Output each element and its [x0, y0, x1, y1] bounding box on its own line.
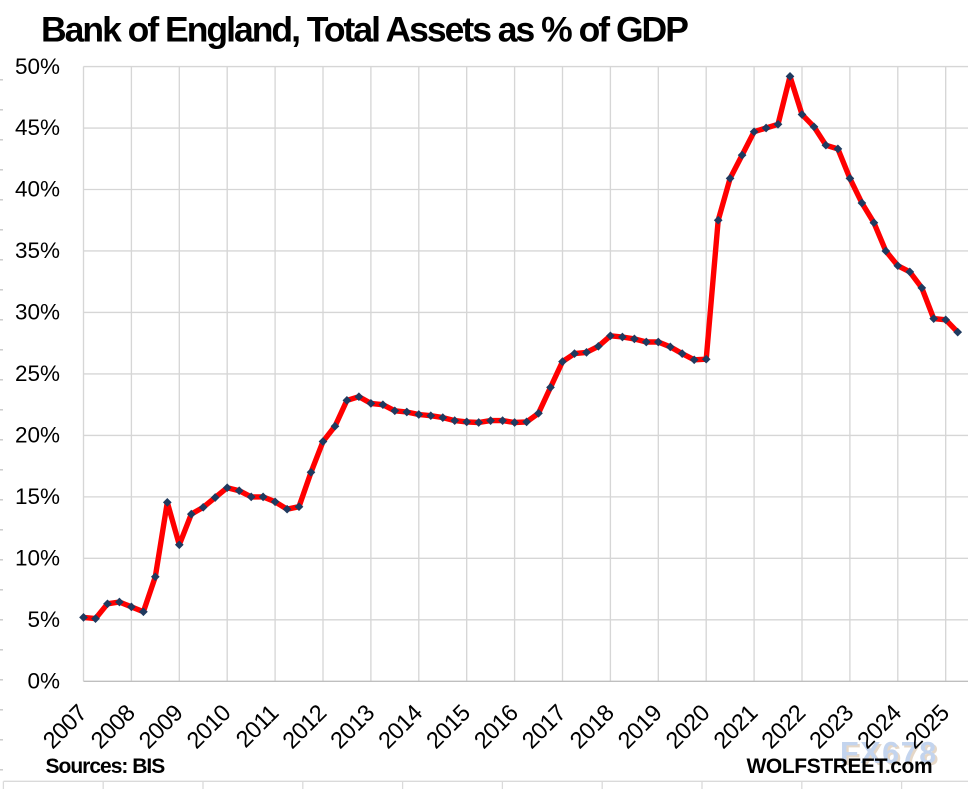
svg-text:50%: 50%	[15, 54, 60, 79]
svg-text:WOLFSTREET.com: WOLFSTREET.com	[747, 755, 933, 778]
svg-text:5%: 5%	[27, 607, 60, 632]
svg-text:0%: 0%	[27, 669, 60, 694]
svg-text:35%: 35%	[15, 238, 60, 263]
svg-text:30%: 30%	[15, 300, 60, 325]
svg-text:FX678: FX678	[842, 738, 940, 772]
svg-text:15%: 15%	[15, 484, 60, 509]
svg-text:FX678: FX678	[840, 736, 938, 770]
svg-text:45%: 45%	[15, 115, 60, 140]
svg-text:20%: 20%	[15, 423, 60, 448]
svg-text:10%: 10%	[15, 546, 60, 571]
svg-text:40%: 40%	[15, 177, 60, 202]
svg-text:Bank of England, Total Assets: Bank of England, Total Assets as % of GD…	[41, 10, 688, 50]
svg-text:25%: 25%	[15, 361, 60, 386]
svg-text:Sources: BIS: Sources: BIS	[46, 755, 166, 778]
